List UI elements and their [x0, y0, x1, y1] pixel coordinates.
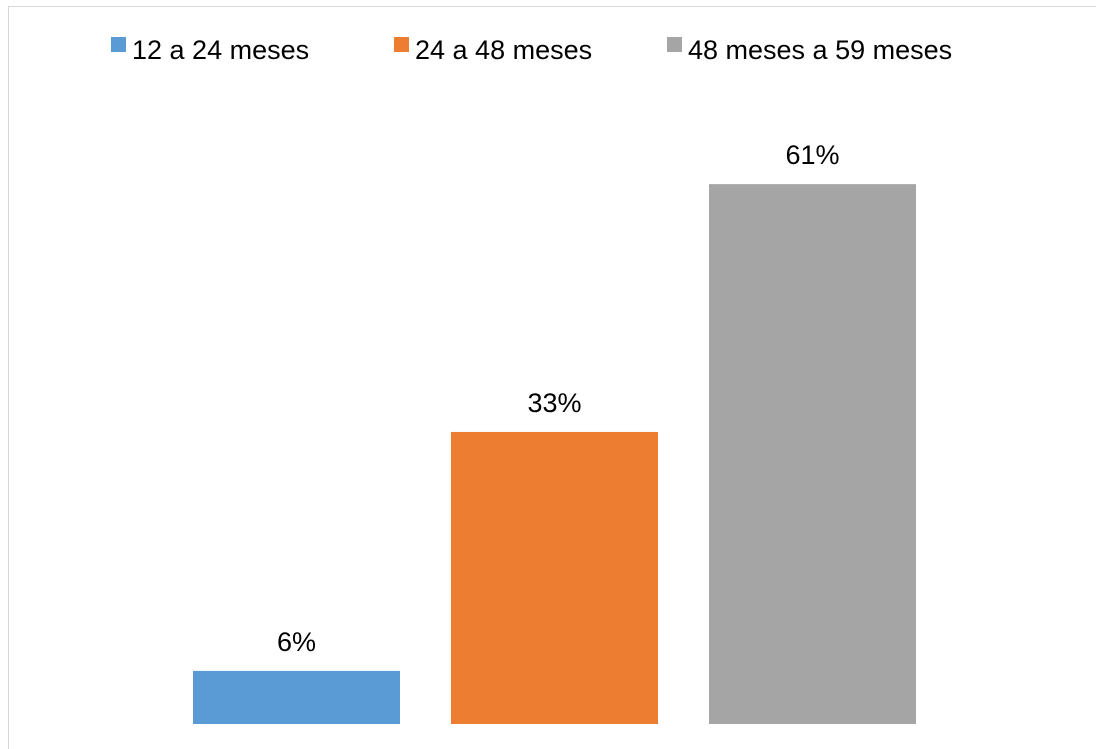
legend-item: 48 meses a 59 meses	[667, 35, 952, 65]
bar	[193, 670, 400, 724]
legend-swatch	[394, 37, 409, 52]
legend-label: 24 a 48 meses	[415, 35, 592, 65]
legend-item: 24 a 48 meses	[394, 35, 592, 65]
legend-swatch	[667, 37, 682, 52]
data-label: 33%	[527, 388, 581, 418]
data-label: 61%	[785, 140, 839, 170]
data-label: 6%	[277, 627, 316, 657]
bar	[709, 184, 916, 724]
legend-swatch	[111, 37, 126, 52]
legend-label: 48 meses a 59 meses	[688, 35, 952, 65]
legend-item: 12 a 24 meses	[111, 35, 309, 65]
bar	[451, 431, 658, 724]
legend-label: 12 a 24 meses	[132, 35, 309, 65]
chart-frame	[8, 6, 1096, 749]
